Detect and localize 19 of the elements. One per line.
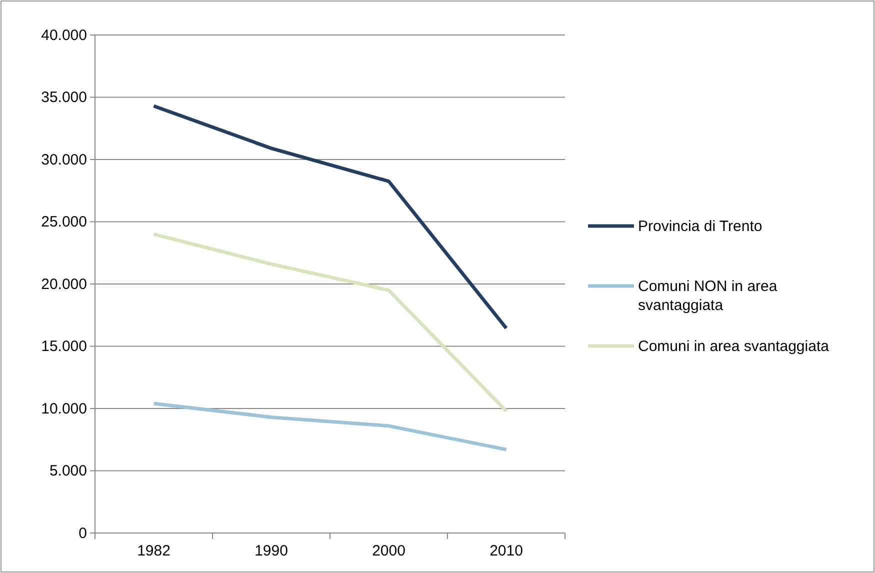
legend-label: Provincia di Trento <box>638 218 762 235</box>
y-tick-label: 10.000 <box>41 400 87 418</box>
x-tick-label: 2000 <box>372 542 406 560</box>
x-tick-label: 1990 <box>254 542 288 560</box>
y-tick-label: 0 <box>78 524 87 542</box>
line-series <box>152 104 508 330</box>
x-tick-label: 1982 <box>137 542 170 560</box>
y-tick-label: 40.000 <box>41 26 87 44</box>
legend-label: Comuni NON in area svantaggiata <box>638 278 778 314</box>
x-tick-label: 2010 <box>490 542 523 560</box>
y-tick-label: 20.000 <box>41 276 87 293</box>
legend-label: Comuni in area svantaggiata <box>638 338 830 355</box>
y-tick-label: 30.000 <box>41 151 87 168</box>
y-tick-label: 25.000 <box>41 214 87 231</box>
y-tick-label: 35.000 <box>41 89 87 106</box>
y-tick-label: 15.000 <box>41 338 87 356</box>
y-tick-label: 5.000 <box>49 462 87 480</box>
line-series <box>152 402 508 452</box>
line-series <box>152 232 508 413</box>
